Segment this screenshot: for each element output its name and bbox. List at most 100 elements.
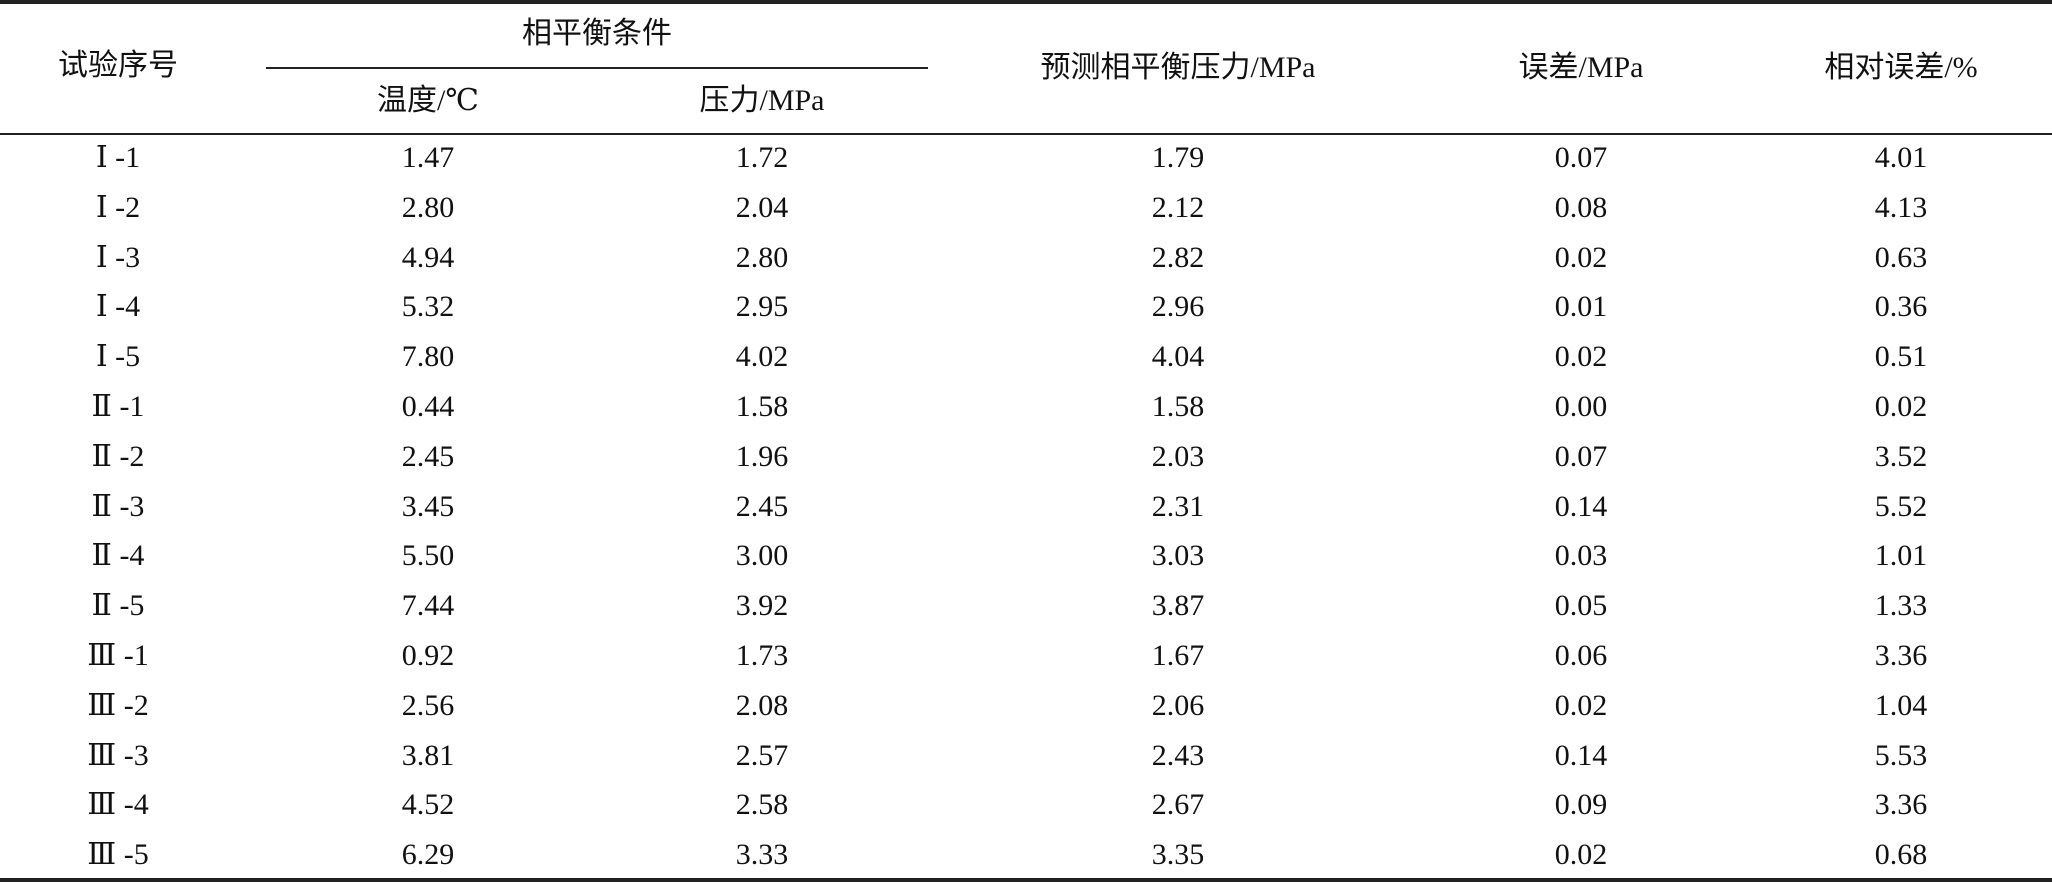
cell-temperature: 2.80: [401, 190, 455, 224]
cell-error: 0.01: [1554, 290, 1608, 324]
cell-temperature: 4.52: [401, 788, 455, 822]
cell-relative-error: 0.36: [1874, 290, 1928, 324]
cell-pressure: 2.45: [735, 489, 789, 523]
cell-error: 0.14: [1554, 738, 1608, 772]
cell-id: Ⅰ -5: [95, 340, 141, 374]
cell-predicted: 4.04: [1151, 340, 1205, 374]
cell-error: 0.06: [1554, 639, 1608, 672]
cell-temperature: 6.29: [401, 838, 455, 872]
cell-predicted: 2.06: [1151, 688, 1205, 722]
cell-id: Ⅰ -4: [95, 290, 141, 324]
cell-error: 0.02: [1554, 240, 1608, 274]
cell-temperature: 2.56: [401, 688, 455, 722]
header-temperature: 温度/℃: [377, 84, 479, 117]
cell-relative-error: 3.52: [1874, 439, 1928, 473]
cell-id: Ⅰ -1: [95, 141, 141, 174]
cell-id: Ⅱ -3: [91, 489, 145, 523]
cell-error: 0.07: [1554, 141, 1608, 174]
cell-temperature: 3.45: [401, 489, 455, 523]
cell-temperature: 4.94: [401, 240, 455, 274]
bottom-rule: [0, 878, 2052, 882]
cell-pressure: 2.08: [735, 688, 789, 722]
cell-id: Ⅲ -2: [87, 688, 149, 722]
cell-temperature: 2.45: [401, 439, 455, 473]
header-rule: [0, 133, 2052, 135]
cell-temperature: 7.44: [401, 589, 455, 623]
cell-relative-error: 1.01: [1874, 539, 1928, 573]
cell-error: 0.07: [1554, 439, 1608, 473]
cell-predicted: 2.03: [1151, 439, 1205, 473]
cell-relative-error: 3.36: [1874, 788, 1928, 822]
cell-pressure: 3.00: [735, 539, 789, 573]
cell-predicted: 2.82: [1151, 240, 1205, 274]
cell-relative-error: 5.52: [1874, 489, 1928, 523]
cell-error: 0.02: [1554, 340, 1608, 374]
cell-relative-error: 1.33: [1874, 589, 1928, 623]
cell-relative-error: 3.36: [1874, 639, 1928, 672]
header-predicted: 预测相平衡压力/MPa: [1040, 51, 1316, 84]
cell-pressure: 1.73: [735, 639, 789, 672]
cell-temperature: 0.44: [401, 390, 455, 423]
cell-id: Ⅰ -3: [95, 240, 141, 274]
cell-pressure: 2.58: [735, 788, 789, 822]
cell-id: Ⅱ -1: [91, 390, 145, 423]
cell-relative-error: 0.68: [1874, 838, 1928, 872]
cell-id: Ⅱ -2: [91, 439, 145, 473]
cell-temperature: 3.81: [401, 738, 455, 772]
cell-error: 0.05: [1554, 589, 1608, 623]
cell-temperature: 5.32: [401, 290, 455, 324]
cell-id: Ⅲ -4: [87, 788, 149, 822]
cell-pressure: 3.92: [735, 589, 789, 623]
cell-error: 0.02: [1554, 688, 1608, 722]
cell-id: Ⅱ -4: [91, 539, 145, 573]
cell-predicted: 2.43: [1151, 738, 1205, 772]
header-relative-error: 相对误差/%: [1824, 51, 1978, 84]
cell-pressure: 1.96: [735, 439, 789, 473]
cell-temperature: 0.92: [401, 639, 455, 672]
cell-predicted: 3.35: [1151, 838, 1205, 872]
cell-temperature: 7.80: [401, 340, 455, 374]
header-group: 相平衡条件: [522, 17, 672, 50]
cell-predicted: 2.67: [1151, 788, 1205, 822]
cell-predicted: 1.79: [1151, 141, 1205, 174]
header-pressure: 压力/MPa: [699, 84, 825, 117]
cell-pressure: 1.72: [735, 141, 789, 174]
cell-error: 0.14: [1554, 489, 1608, 523]
cell-relative-error: 0.63: [1874, 240, 1928, 274]
cell-predicted: 2.96: [1151, 290, 1205, 324]
cell-pressure: 1.58: [735, 390, 789, 423]
cell-predicted: 1.67: [1151, 639, 1205, 672]
cell-error: 0.00: [1554, 390, 1608, 423]
cell-id: Ⅱ -5: [91, 589, 145, 623]
cell-temperature: 1.47: [401, 141, 455, 174]
cell-error: 0.02: [1554, 838, 1608, 872]
cell-pressure: 2.80: [735, 240, 789, 274]
cell-relative-error: 0.51: [1874, 340, 1928, 374]
cell-pressure: 2.57: [735, 738, 789, 772]
cell-predicted: 2.12: [1151, 190, 1205, 224]
cell-pressure: 2.04: [735, 190, 789, 224]
cell-relative-error: 1.04: [1874, 688, 1928, 722]
cell-predicted: 3.87: [1151, 589, 1205, 623]
cell-id: Ⅲ -1: [87, 639, 149, 672]
cell-predicted: 1.58: [1151, 390, 1205, 423]
cell-relative-error: 4.13: [1874, 190, 1928, 224]
cell-relative-error: 5.53: [1874, 738, 1928, 772]
cell-temperature: 5.50: [401, 539, 455, 573]
header-error: 误差/MPa: [1518, 51, 1644, 84]
cell-relative-error: 4.01: [1874, 141, 1928, 174]
group-rule: [266, 67, 928, 69]
cell-error: 0.08: [1554, 190, 1608, 224]
cell-id: Ⅲ -5: [87, 838, 149, 872]
cell-pressure: 2.95: [735, 290, 789, 324]
cell-id: Ⅲ -3: [87, 738, 149, 772]
top-rule: [0, 0, 2052, 4]
cell-pressure: 4.02: [735, 340, 789, 374]
cell-predicted: 3.03: [1151, 539, 1205, 573]
header-id: 试验序号: [58, 49, 178, 82]
cell-pressure: 3.33: [735, 838, 789, 872]
cell-error: 0.09: [1554, 788, 1608, 822]
cell-predicted: 2.31: [1151, 489, 1205, 523]
cell-id: Ⅰ -2: [95, 190, 141, 224]
cell-relative-error: 0.02: [1874, 390, 1928, 423]
